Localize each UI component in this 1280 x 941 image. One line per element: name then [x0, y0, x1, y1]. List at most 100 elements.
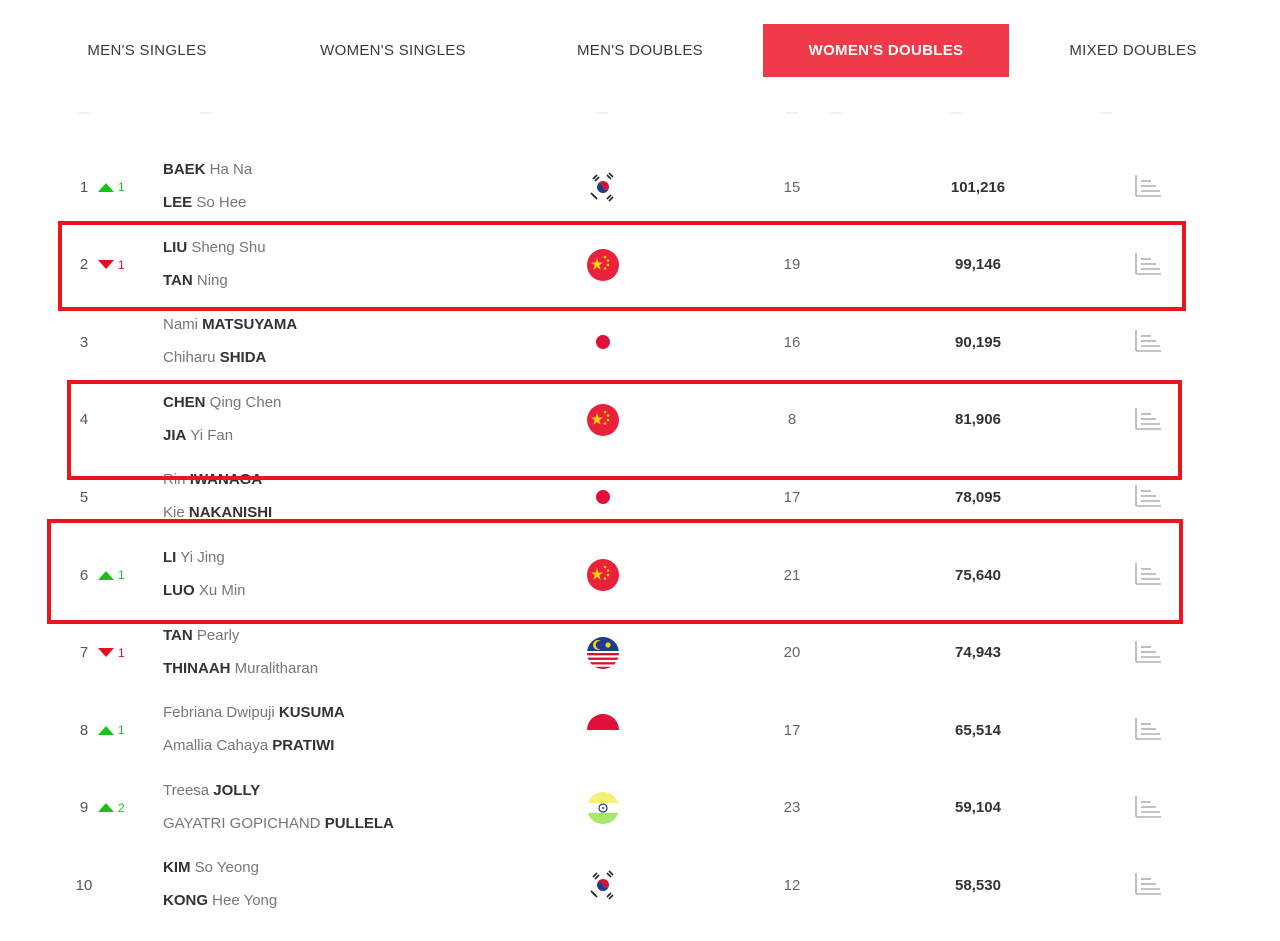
player-surname: LUO: [163, 582, 195, 599]
table-row: 3 Nami MATSUYAMA Chiharu SHIDA 16 90,195: [0, 303, 1280, 381]
rank-number: 5: [79, 488, 89, 506]
player-name-link[interactable]: Febriana Dwipuji KUSUMA: [163, 704, 345, 721]
player-surname: JIA: [163, 426, 187, 444]
player-surname: MATSUYAMA: [202, 316, 298, 334]
india-flag-icon: [587, 791, 619, 824]
player-surname: KIM: [163, 859, 191, 877]
stats-chart-icon[interactable]: [1134, 174, 1162, 198]
player-given-name: So Yeong: [190, 859, 259, 877]
table-row: 2 1 LIU Sheng Shu TAN Ning 19 99,146: [0, 226, 1280, 304]
player-name-link[interactable]: Treesa JOLLY: [163, 782, 260, 799]
player-surname: CHEN: [163, 393, 206, 411]
stats-chart-icon[interactable]: [1134, 640, 1162, 664]
china-flag-icon: [587, 403, 619, 436]
player-surname: IWANAGA: [189, 471, 263, 489]
points-value: 74,943: [955, 644, 1001, 662]
tournaments-count: 12: [783, 876, 801, 894]
rank-down-indicator: 1: [98, 226, 125, 304]
table-row: 1 1 BAEK Ha Na LEE So Hee 15 101,216: [0, 148, 1280, 226]
tournaments-count: 15: [783, 178, 801, 196]
tournaments-count: 20: [783, 644, 801, 662]
points-value: 58,530: [955, 876, 1001, 894]
player-name-link[interactable]: JIA Yi Fan: [163, 427, 233, 444]
player-name-link[interactable]: Nami MATSUYAMA: [163, 316, 297, 333]
player-surname: LEE: [163, 194, 193, 211]
player-given-name: Yi Fan: [186, 426, 234, 444]
rank-number: 3: [79, 333, 89, 351]
player-name-link[interactable]: KIM So Yeong: [163, 859, 259, 876]
points-value: 99,146: [955, 256, 1001, 274]
points-value: 78,095: [955, 488, 1001, 506]
stats-chart-icon[interactable]: [1134, 717, 1162, 741]
malaysia-flag-icon: [587, 636, 619, 669]
tab-womens-doubles[interactable]: WOMEN'S DOUBLES: [763, 24, 1009, 77]
rank-change-value: 1: [118, 180, 125, 194]
rank-change-value: 1: [118, 568, 125, 582]
rank-up-indicator: 1: [98, 536, 125, 614]
tournaments-count: 17: [783, 721, 801, 739]
player-name-link[interactable]: Rin IWANAGA: [163, 471, 262, 488]
table-row: 6 1 LI Yi Jing LUO Xu Min 21 75,640: [0, 536, 1280, 614]
player-surname: SHIDA: [219, 349, 267, 367]
player-given-name: Qing Chen: [205, 393, 282, 411]
table-row: 7 1 TAN Pearly THINAAH Muralitharan 20 74,943: [0, 614, 1280, 692]
points-value: 81,906: [955, 411, 1001, 429]
table-header: [60, 112, 1190, 120]
player-given-name: Kie: [163, 504, 189, 522]
rank-change-value: 2: [118, 800, 125, 815]
rank-change-value: 1: [118, 723, 125, 738]
tournaments-count: 8: [787, 411, 797, 429]
stats-chart-icon[interactable]: [1134, 252, 1162, 276]
stats-chart-icon[interactable]: [1134, 872, 1162, 896]
china-flag-icon: [587, 248, 619, 281]
player-given-name: Ha Na: [205, 161, 253, 178]
indonesia-flag-icon: [587, 714, 619, 747]
stats-chart-icon[interactable]: [1134, 407, 1162, 431]
player-name-link[interactable]: LUO Xu Min: [163, 582, 246, 599]
points-value: 101,216: [950, 178, 1006, 196]
arrow-up-icon: [98, 570, 114, 580]
arrow-up-icon: [98, 182, 114, 192]
player-name-link[interactable]: Kie NAKANISHI: [163, 504, 272, 521]
stats-chart-icon[interactable]: [1134, 562, 1162, 586]
player-name-link[interactable]: LEE So Hee: [163, 194, 246, 211]
points-value: 75,640: [955, 566, 1001, 584]
rank-number: 7: [79, 644, 89, 662]
player-name-link[interactable]: TAN Ning: [163, 272, 228, 289]
player-given-name: GAYATRI GOPICHAND: [163, 814, 325, 832]
player-surname: KUSUMA: [278, 704, 345, 722]
tab-mens-doubles[interactable]: MEN'S DOUBLES: [577, 42, 703, 59]
tab-mixed-doubles[interactable]: MIXED DOUBLES: [1069, 42, 1197, 59]
player-name-link[interactable]: TAN Pearly: [163, 627, 239, 644]
stats-chart-icon[interactable]: [1134, 795, 1162, 819]
player-name-link[interactable]: Amallia Cahaya PRATIWI: [163, 737, 334, 754]
player-name-link[interactable]: LIU Sheng Shu: [163, 239, 266, 256]
tournaments-count: 17: [783, 488, 801, 506]
rank-number: 4: [79, 411, 89, 429]
tab-mens-singles[interactable]: MEN'S SINGLES: [87, 42, 207, 59]
tournaments-count: 16: [783, 333, 801, 351]
player-name-link[interactable]: GAYATRI GOPICHAND PULLELA: [163, 815, 394, 832]
china-flag-icon: [587, 559, 619, 591]
category-tabs: MEN'S SINGLES WOMEN'S SINGLES MEN'S DOUB…: [24, 24, 1256, 77]
player-name-link[interactable]: THINAAH Muralitharan: [163, 660, 318, 677]
arrow-down-icon: [98, 260, 114, 270]
player-name-link[interactable]: BAEK Ha Na: [163, 161, 252, 178]
player-name-link[interactable]: CHEN Qing Chen: [163, 394, 281, 411]
table-row: 9 2 Treesa JOLLY GAYATRI GOPICHAND PULLELA 2…: [0, 769, 1280, 847]
stats-chart-icon[interactable]: [1134, 484, 1162, 508]
player-given-name: Treesa: [163, 781, 214, 799]
rank-number: 1: [79, 178, 89, 196]
rank-number: 9: [79, 799, 89, 817]
korea-flag-icon: [587, 869, 619, 901]
player-surname: BAEK: [163, 161, 206, 178]
player-name-link[interactable]: LI Yi Jing: [163, 549, 225, 566]
player-surname: TAN: [163, 271, 193, 289]
stats-chart-icon[interactable]: [1134, 329, 1162, 353]
player-name-link[interactable]: Chiharu SHIDA: [163, 349, 266, 366]
rank-change-value: 1: [118, 645, 125, 660]
player-name-link[interactable]: KONG Hee Yong: [163, 892, 277, 909]
player-given-name: Hee Yong: [208, 892, 278, 910]
tournaments-count: 19: [783, 256, 801, 274]
tab-womens-singles[interactable]: WOMEN'S SINGLES: [320, 42, 466, 59]
